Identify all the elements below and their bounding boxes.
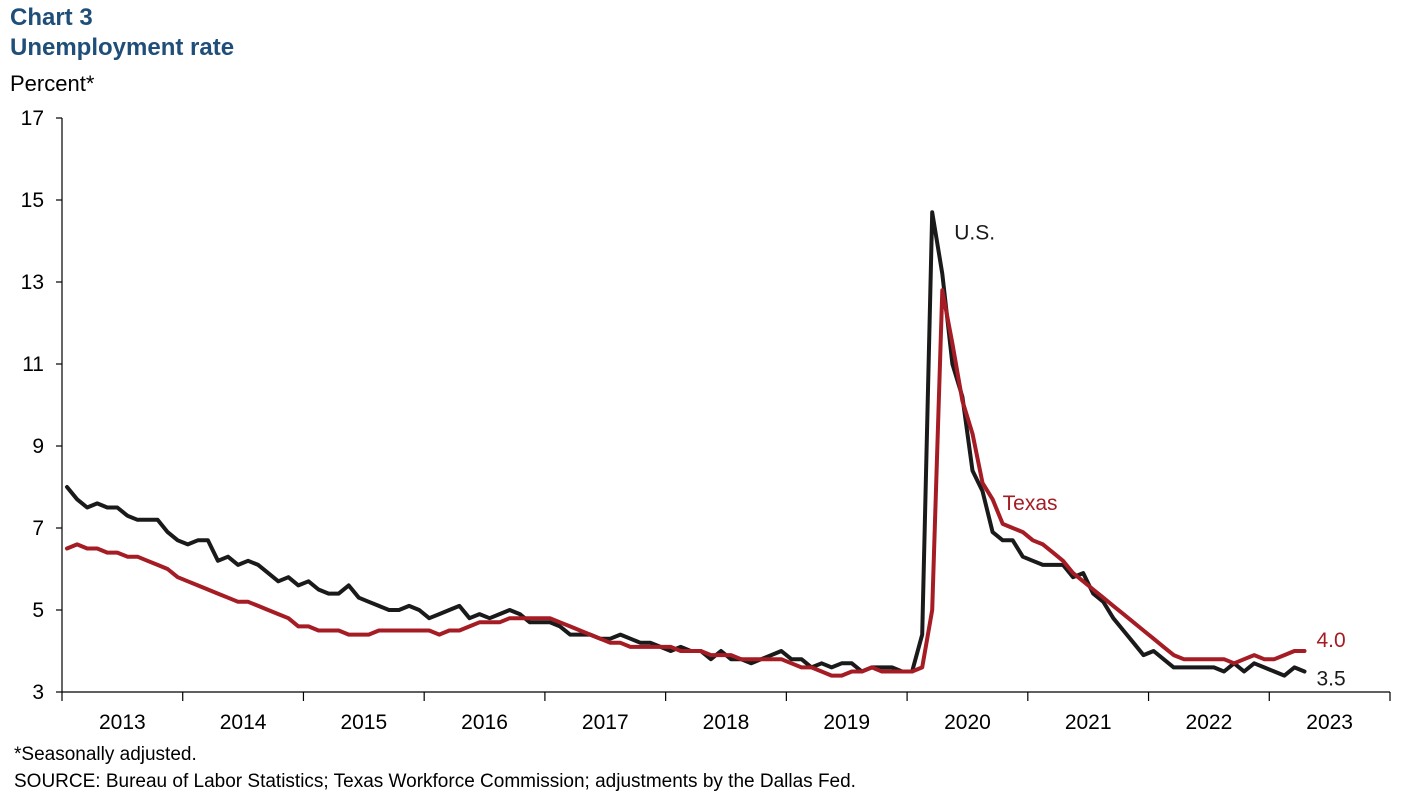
y-tick-label: 5 bbox=[32, 599, 44, 622]
x-tick-label: 2016 bbox=[461, 711, 508, 734]
x-tick-label: 2020 bbox=[944, 711, 991, 734]
series-lines bbox=[65, 210, 1307, 678]
x-axis-tick-labels: 2013 2014 2015 2016 2017 2018 2019 2020 2021 2022… bbox=[99, 711, 1353, 734]
x-tick-label: 2015 bbox=[340, 711, 387, 734]
x-tick-label: 2013 bbox=[99, 711, 146, 734]
y-tick-label: 7 bbox=[32, 517, 44, 540]
chart-number: Chart 3 bbox=[10, 4, 93, 31]
y-axis-tick-labels: 17 15 13 11 9 7 5 3 bbox=[21, 107, 44, 704]
x-tick-label: 2019 bbox=[823, 711, 870, 734]
x-tick-label: 2017 bbox=[582, 711, 629, 734]
series-name-label: Texas bbox=[1003, 492, 1058, 515]
y-tick-label: 11 bbox=[22, 353, 44, 376]
y-tick-label: 15 bbox=[21, 189, 44, 212]
y-tick-label: 9 bbox=[32, 435, 44, 458]
y-tick-label: 17 bbox=[21, 107, 44, 130]
y-tick-label: 3 bbox=[32, 681, 44, 704]
source-note: SOURCE: Bureau of Labor Statistics; Texa… bbox=[14, 771, 856, 792]
x-tick-label: 2023 bbox=[1306, 711, 1353, 734]
axes bbox=[56, 117, 1391, 701]
end-value-label: 3.5 bbox=[1316, 668, 1345, 691]
footnote: *Seasonally adjusted. bbox=[14, 744, 197, 765]
series-line-u-s bbox=[65, 210, 1307, 678]
series-annotations: 3.5 4.0 U.S. Texas bbox=[954, 221, 1345, 690]
end-value-label: 4.0 bbox=[1316, 629, 1345, 652]
y-tick-label: 13 bbox=[21, 271, 44, 294]
x-tick-label: 2021 bbox=[1065, 711, 1112, 734]
y-axis-unit-label: Percent* bbox=[10, 71, 95, 96]
x-tick-label: 2022 bbox=[1186, 711, 1233, 734]
series-name-label: U.S. bbox=[954, 221, 995, 244]
x-tick-label: 2014 bbox=[220, 711, 267, 734]
series-line-texas bbox=[65, 288, 1307, 678]
chart-title: Unemployment rate bbox=[10, 34, 235, 61]
x-tick-label: 2018 bbox=[703, 711, 750, 734]
